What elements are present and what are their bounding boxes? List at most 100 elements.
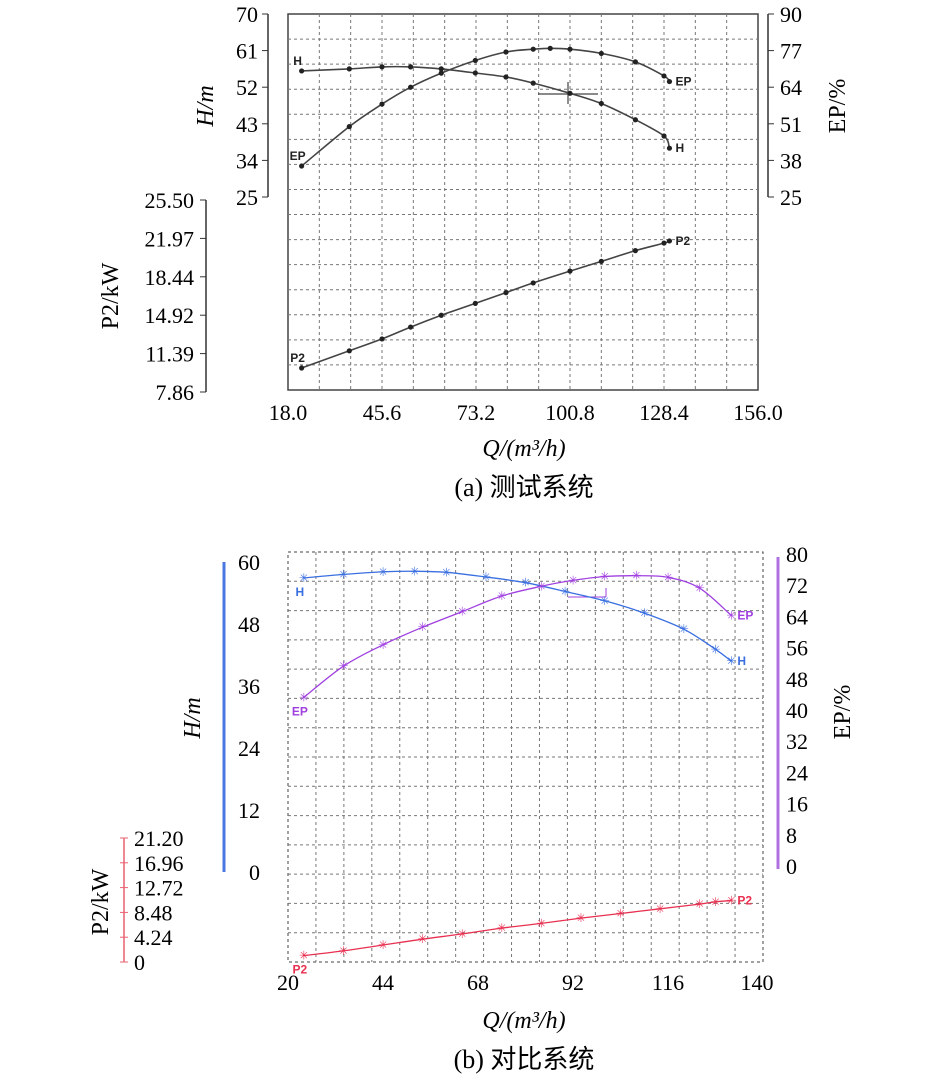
panel-b-ep-tick-label: 32 xyxy=(786,729,808,754)
panel-a-p2-tick-label: 25.50 xyxy=(145,188,195,213)
data-point-ep: ✳ xyxy=(497,589,507,603)
panel-a-plot-frame xyxy=(287,13,759,391)
data-point-h xyxy=(661,133,667,139)
panel-a-h-tick-label: 43 xyxy=(236,112,258,137)
panel-b-x-tick-label: 116 xyxy=(652,970,684,995)
data-point-ep: ✳ xyxy=(536,579,546,593)
panel-a-h-tick-label: 52 xyxy=(236,75,258,100)
data-point-h xyxy=(503,74,509,80)
panel-b-ep-tick-label: 24 xyxy=(786,760,808,785)
data-point-h: ✳ xyxy=(710,642,720,656)
data-point-ep: ✳ xyxy=(568,573,578,587)
series-label-h: H xyxy=(737,654,746,668)
data-point-h xyxy=(408,64,414,70)
panel-a-p2-tick-label: 14.92 xyxy=(145,303,195,328)
series-label-ep: EP xyxy=(292,704,308,718)
panel-a-series: H H EP EP P2 P2 xyxy=(290,45,691,371)
data-point-h: ✳ xyxy=(600,594,610,608)
series-label-h: H xyxy=(675,141,684,155)
data-point-p2: ✳ xyxy=(457,927,467,941)
data-point-h: ✳ xyxy=(481,570,491,584)
series-label-p2: P2 xyxy=(292,963,307,977)
data-point-p2: ✳ xyxy=(615,906,625,920)
data-point-h xyxy=(666,145,673,151)
data-point-ep xyxy=(567,46,573,52)
panel-b-p2-tick-label: 8.48 xyxy=(134,900,173,925)
data-point-ep: ✳ xyxy=(378,638,388,652)
panel-a-p2-tick-label: 7.86 xyxy=(156,380,195,405)
data-point-ep: ✳ xyxy=(338,659,348,673)
panel-a-ep-tick-label: 77 xyxy=(780,39,802,64)
panel-a-x-ticks: 18.0 45.6 73.2 100.8 128.4 156.0 xyxy=(269,400,783,425)
data-point-h xyxy=(438,66,444,72)
panel-b-x-tick-label: 44 xyxy=(372,970,394,995)
data-point-ep xyxy=(632,59,638,65)
panel-b-ep-tick-label: 56 xyxy=(786,636,808,661)
panel-a-ep-axis-label: EP/% xyxy=(825,79,851,134)
panel-a-p2-ticks: 25.50 21.97 18.44 14.92 11.39 7.86 xyxy=(145,188,206,405)
panel-b-grid xyxy=(288,552,763,962)
data-point-h: ✳ xyxy=(560,584,570,598)
panel-b-x-axis-label: Q/(m³/h) xyxy=(482,1008,565,1034)
panel-a-h-tick-label: 61 xyxy=(236,39,258,64)
data-point-p2: ✳ xyxy=(655,902,665,916)
data-point-h xyxy=(299,68,305,74)
series-label-p2: P2 xyxy=(737,894,752,908)
data-point-h xyxy=(530,80,536,86)
series-label-ep: EP xyxy=(290,149,306,163)
data-point-p2: ✳ xyxy=(695,897,705,911)
data-point-p2 xyxy=(567,268,573,274)
panel-a-h-tick-label: 70 xyxy=(236,2,258,27)
panel-a-p2-axis-label: P2/kW xyxy=(98,262,124,329)
data-point-p2: ✳ xyxy=(378,938,388,952)
panel-a-ep-tick-label: 64 xyxy=(780,75,802,100)
data-point-h xyxy=(567,90,573,96)
panel-a-h-tick-label: 25 xyxy=(236,185,258,210)
panel-b-h-tick-label: 0 xyxy=(249,860,260,885)
panel-b-h-tick-label: 60 xyxy=(238,550,260,575)
data-point-p2: ✳ xyxy=(497,921,507,935)
panel-b-ep-tick-label: 8 xyxy=(786,823,797,848)
data-point-ep xyxy=(598,50,604,57)
data-point-p2: ✳ xyxy=(299,949,309,963)
data-point-ep: ✳ xyxy=(695,581,705,595)
series-label-p2: P2 xyxy=(675,234,690,248)
panel-b-ep-tick-label: 40 xyxy=(786,698,808,723)
data-point-ep xyxy=(530,46,536,52)
panel-b-p2-tick-label: 0 xyxy=(134,950,145,975)
data-point-ep: ✳ xyxy=(663,570,673,584)
panel-a-x-tick-label: 100.8 xyxy=(545,400,595,425)
panel-b-ep-tick-label: 80 xyxy=(786,542,808,567)
series-line-ep xyxy=(301,47,671,167)
panel-a-ep-tick-label: 90 xyxy=(780,2,802,27)
data-point-h: ✳ xyxy=(441,565,451,579)
panel-a-x-tick-label: 128.4 xyxy=(639,400,689,425)
panel-b-p2-tick-label: 16.96 xyxy=(134,851,184,876)
panel-b-x-tick-label: 20 xyxy=(277,970,299,995)
data-point-ep: ✳ xyxy=(418,620,428,634)
panel-a-p2-tick-label: 18.44 xyxy=(145,265,195,290)
panel-a-caption: (a) 测试系统 xyxy=(454,473,593,502)
panel-b-ep-tick-label: 64 xyxy=(786,604,808,629)
panel-a-ep-tick-label: 51 xyxy=(780,112,802,137)
series-line-p2 xyxy=(303,899,732,957)
data-point-h: ✳ xyxy=(679,622,689,636)
data-point-ep xyxy=(666,78,673,85)
panel-b-p2-tick-label: 21.20 xyxy=(134,826,184,851)
series-label-h: H xyxy=(295,585,304,599)
series-line-ep xyxy=(303,575,732,698)
panel-a-p2-tick-label: 21.97 xyxy=(145,226,195,251)
data-point-h xyxy=(632,117,638,123)
data-point-p2: ✳ xyxy=(338,944,348,958)
data-point-p2 xyxy=(666,238,673,244)
data-point-h: ✳ xyxy=(299,571,309,585)
panel-b-p2-axis-label: P2/kW xyxy=(88,868,114,935)
panel-b-p2-ticks: 21.20 16.96 12.72 8.48 4.24 0 xyxy=(120,826,184,975)
panel-b-caption: (b) 对比系统 xyxy=(454,1045,595,1074)
panel-b-ep-ticks: 80 72 64 56 48 40 32 24 16 8 0 xyxy=(786,542,808,879)
data-point-p2 xyxy=(661,240,667,246)
panel-a-p2-tick-label: 11.39 xyxy=(145,342,194,367)
data-point-ep: ✳ xyxy=(457,605,467,619)
panel-b-h-tick-label: 48 xyxy=(238,612,260,637)
